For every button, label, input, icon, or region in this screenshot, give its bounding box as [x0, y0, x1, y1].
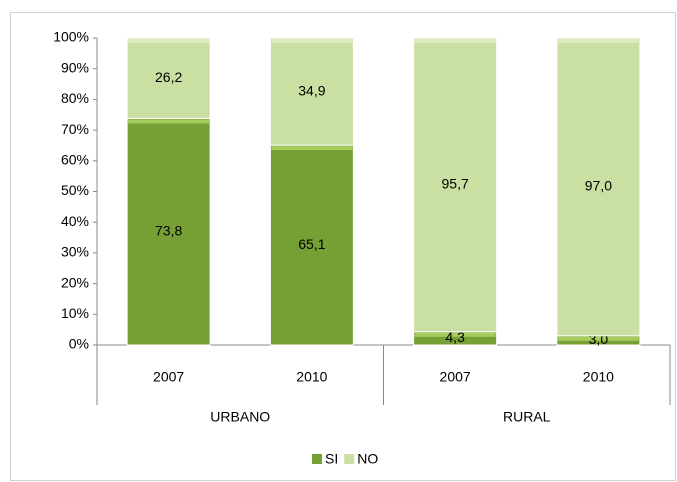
bar-highlight [557, 336, 639, 341]
legend-label: SI [325, 451, 338, 467]
y-tick-label: 10% [61, 305, 89, 321]
value-label: 65,1 [298, 236, 325, 252]
bar-segment [413, 37, 498, 333]
bar-segment [556, 37, 641, 337]
y-tick-label: 20% [61, 274, 89, 290]
bar-highlight [128, 39, 210, 43]
y-tick-label: 0% [69, 336, 89, 352]
bar-highlight [414, 39, 496, 43]
value-label: 34,9 [298, 82, 325, 98]
x-tick-label: 2007 [440, 369, 471, 385]
y-tick-label: 80% [61, 90, 89, 106]
bar-segment [269, 37, 354, 146]
x-tick-label: 2007 [153, 369, 184, 385]
bar-highlight [271, 146, 353, 151]
group-label: URBANO [210, 409, 270, 425]
y-tick-label: 50% [61, 182, 89, 198]
x-tick-label: 2010 [296, 369, 327, 385]
value-label: 95,7 [442, 176, 469, 192]
bar-highlight [271, 39, 353, 43]
y-tick-label: 70% [61, 121, 89, 137]
bar-segment [269, 144, 354, 346]
group-label: RURAL [503, 409, 551, 425]
value-label: 4,3 [445, 329, 465, 345]
bar-segment [126, 117, 211, 346]
bar-highlight [557, 39, 639, 43]
y-tick-label: 90% [61, 59, 89, 75]
x-tick-label: 2010 [583, 369, 614, 385]
bar-highlight [128, 119, 210, 124]
bar-highlight [414, 332, 496, 337]
y-tick-label: 30% [61, 244, 89, 260]
chart-frame [10, 12, 676, 481]
legend-swatch [312, 454, 322, 464]
value-label: 97,0 [585, 178, 612, 194]
legend-swatch [344, 454, 355, 464]
y-tick-label: 60% [61, 152, 89, 168]
bar-segment [126, 37, 211, 119]
value-label: 73,8 [155, 222, 182, 238]
y-tick-label: 100% [53, 29, 89, 45]
value-label: 26,2 [155, 69, 182, 85]
y-tick-label: 40% [61, 213, 89, 229]
legend-label: NO [357, 451, 378, 467]
